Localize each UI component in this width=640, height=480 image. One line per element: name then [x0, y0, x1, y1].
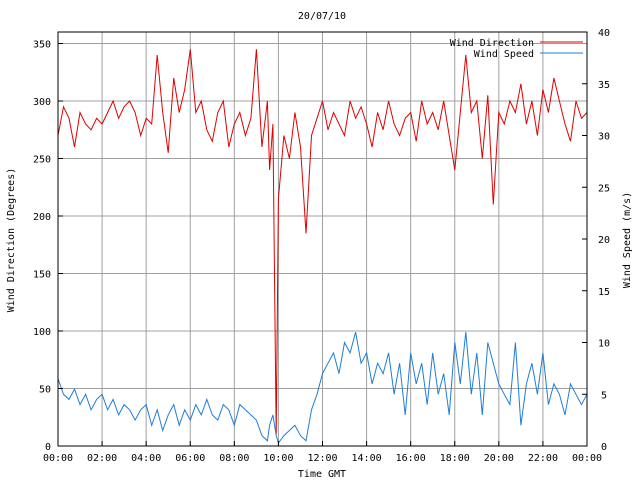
y-tick-label: 300 [33, 97, 51, 108]
y-tick-label: 350 [33, 40, 51, 51]
x-tick-label: 00:00 [43, 453, 73, 464]
tick-marks [57, 31, 588, 447]
y2-tick-label: 30 [598, 132, 610, 143]
x-tick-label: 02:00 [87, 453, 117, 464]
y-tick-label: 150 [33, 270, 51, 281]
x-tick-label: 14:00 [352, 453, 382, 464]
series-layer [57, 49, 588, 444]
x-tick-label: 10:00 [263, 453, 293, 464]
x-tick-label: 12:00 [307, 453, 337, 464]
y2-tick-label: 25 [598, 183, 610, 194]
y2-tick-label: 35 [598, 80, 610, 91]
legend-label-wind-direction: Wind Direction [450, 38, 534, 49]
y-tick-label: 50 [39, 385, 51, 396]
y2-tick-label: 40 [598, 28, 610, 39]
y-tick-label: 0 [45, 442, 51, 453]
y2-tick-label: 10 [598, 339, 610, 350]
y2-tick-label: 5 [601, 390, 607, 401]
y2-tick-label: 15 [598, 287, 610, 298]
series-line-wind-direction [57, 49, 588, 435]
y-tick-label: 100 [33, 327, 51, 338]
legend-label-wind-speed: Wind Speed [474, 49, 534, 60]
y2-tick-label: 20 [598, 235, 610, 246]
y2-tick-label: 0 [601, 442, 607, 453]
x-tick-label: 16:00 [396, 453, 426, 464]
x-tick-label: 00:00 [572, 453, 602, 464]
x-tick-label: 22:00 [528, 453, 558, 464]
x-tick-label: 20:00 [484, 453, 514, 464]
x-tick-label: 04:00 [131, 453, 161, 464]
y2-axis-label: Wind Speed (m/s) [622, 192, 633, 288]
x-tick-label: 18:00 [440, 453, 470, 464]
y-tick-label: 250 [33, 155, 51, 166]
x-tick-label: 06:00 [175, 453, 205, 464]
x-axis-label: Time GMT [298, 469, 346, 480]
legend: Wind Direction Wind Speed [450, 38, 583, 60]
chart-title: 20/07/10 [298, 11, 346, 22]
y-axis-label: Wind Direction (Degrees) [6, 168, 17, 313]
series-line-wind-speed [57, 331, 588, 444]
tick-labels: 00:00 02:00 04:00 06:00 08:00 10:00 12:00 14:00… [33, 28, 610, 464]
x-tick-label: 08:00 [219, 453, 249, 464]
y-tick-label: 200 [33, 212, 51, 223]
